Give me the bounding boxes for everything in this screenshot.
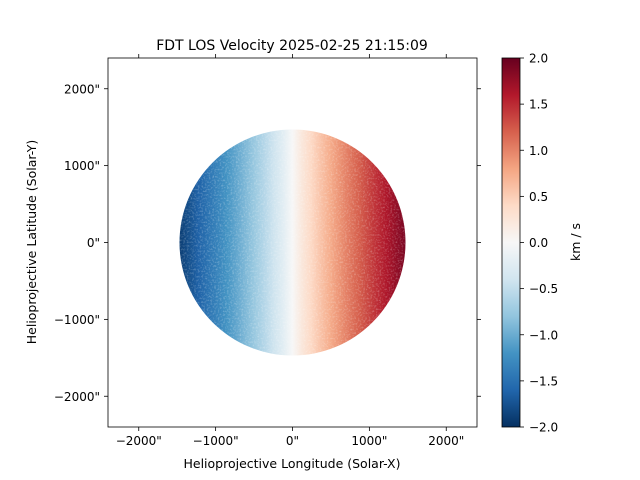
colorbar-tick-label: −2.0 xyxy=(529,421,558,435)
colorbar: −2.0 −1.5 −1.0 −0.5 0.0 0.5 1.0 1.5 2.0 xyxy=(501,52,558,435)
x-tick-label: 1000" xyxy=(351,434,387,448)
chart-title: FDT LOS Velocity 2025-02-25 21:15:09 xyxy=(156,38,428,54)
colorbar-tick-label: −0.5 xyxy=(529,282,558,296)
y-tick-label: 0" xyxy=(87,236,100,250)
colorbar-tick-label: −1.0 xyxy=(529,328,558,342)
y-axis-label: Helioprojective Latitude (Solar-Y) xyxy=(24,140,39,345)
x-tick-label: −2000" xyxy=(116,434,162,448)
y-tick-label: −2000" xyxy=(54,390,100,404)
solar-disk xyxy=(179,129,406,356)
colorbar-label: km / s xyxy=(568,223,583,261)
x-tick-label: 2000" xyxy=(428,434,464,448)
colorbar-ticks: −2.0 −1.5 −1.0 −0.5 0.0 0.5 1.0 1.5 2.0 xyxy=(520,52,558,435)
colorbar-tick-label: −1.5 xyxy=(529,374,558,388)
colorbar-tick-label: 1.5 xyxy=(529,98,548,112)
x-tick-label: −1000" xyxy=(193,434,239,448)
x-tick-label: 0" xyxy=(286,434,299,448)
colorbar-tick-label: 2.0 xyxy=(529,52,548,66)
colorbar-tick-label: 0.0 xyxy=(529,236,548,250)
y-tick-label: −1000" xyxy=(54,313,100,327)
y-tick-label: 2000" xyxy=(64,82,100,96)
plot-area: −2000" −1000" 0" 1000" 2000" −2000" −1000" 0" 1… xyxy=(54,54,481,448)
colorbar-tick-label: 0.5 xyxy=(529,190,548,204)
y-tick-label: 1000" xyxy=(64,159,100,173)
x-axis-ticks: −2000" −1000" 0" 1000" 2000" xyxy=(116,54,464,448)
y-axis-ticks: −2000" −1000" 0" 1000" 2000" xyxy=(54,82,481,404)
colorbar-tick-label: 1.0 xyxy=(529,144,548,158)
x-axis-label: Helioprojective Longitude (Solar-X) xyxy=(183,456,400,471)
